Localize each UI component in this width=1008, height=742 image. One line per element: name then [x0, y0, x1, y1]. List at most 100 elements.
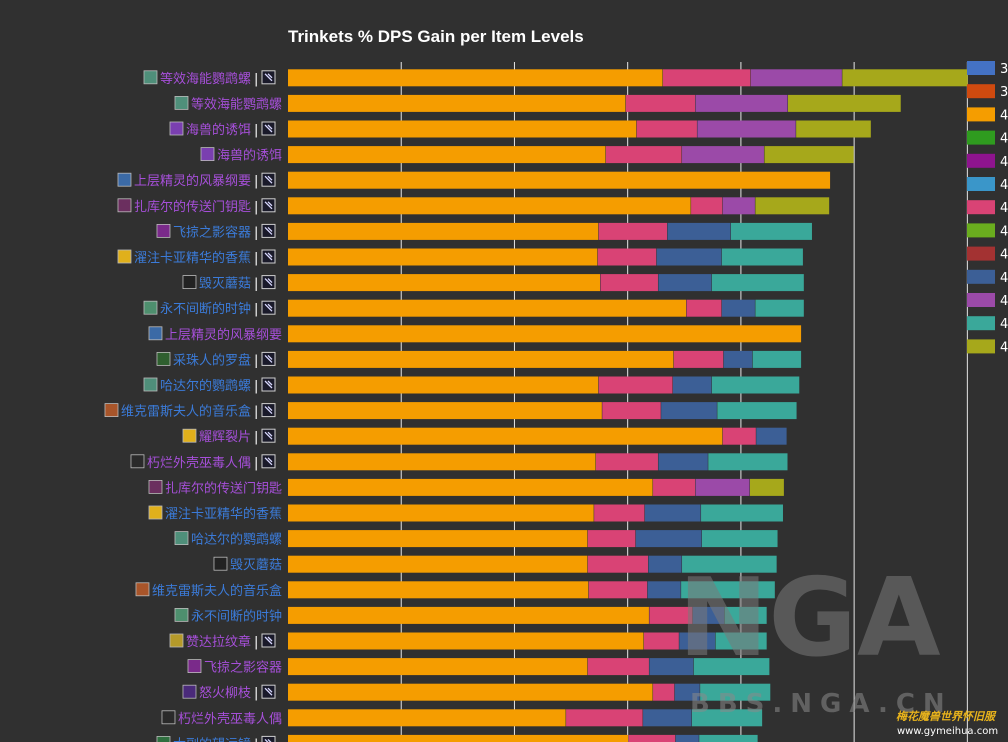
key-icon	[148, 479, 163, 494]
bar-segment	[288, 478, 653, 496]
bar-segment	[595, 453, 658, 471]
category-name: 飞掠之影容器	[204, 660, 282, 676]
banana-icon	[148, 505, 163, 520]
bar-segment	[636, 120, 697, 138]
bar-segment	[672, 376, 712, 394]
legend-swatch	[967, 61, 995, 75]
spec-icon-glyph	[264, 73, 273, 82]
category-name: 上层精灵的风暴纲要	[165, 327, 282, 343]
category-label: 飞掠之影容器	[187, 659, 282, 676]
bar-segment	[288, 376, 599, 394]
bar-segment	[695, 478, 750, 496]
spec-icon-glyph	[264, 431, 273, 440]
bar-segment	[649, 658, 694, 676]
bar-segment	[711, 274, 804, 292]
category-label: |采珠人的罗盘	[156, 351, 276, 368]
branch-icon	[182, 684, 197, 699]
category-name: 维克雷斯夫人的音乐盒	[121, 404, 251, 420]
category-name: 飞掠之影容器	[173, 224, 251, 240]
bar-segment	[288, 709, 566, 727]
legend-item: 4	[967, 293, 1008, 309]
category-label: 海兽的诱饵	[200, 147, 282, 164]
bar-segment	[653, 683, 675, 701]
category-name: 永不间断的时钟	[160, 301, 251, 317]
category-label: 扎库尔的传送门钥匙	[148, 479, 282, 496]
legend-item: 3	[967, 61, 1008, 77]
bar-segment	[594, 504, 645, 522]
bars	[288, 69, 968, 742]
category-label: 濯注卡亚精华的香蕉	[148, 505, 282, 522]
category-name: 毁灭蘑菇	[199, 277, 251, 292]
category-label: |毁灭蘑菇	[182, 275, 276, 292]
bar-segment	[288, 606, 649, 624]
legend-label: 4	[1000, 108, 1008, 123]
category-label: 朽烂外壳巫毒人偶	[161, 710, 282, 727]
legend-label: 4	[1000, 155, 1008, 170]
bar-segment	[667, 222, 731, 240]
doll-icon	[161, 710, 176, 725]
bar-segment	[288, 734, 629, 742]
bar-segment	[658, 274, 712, 292]
category-name: 海兽的诱饵	[186, 122, 251, 138]
category-label: |赞达拉纹章	[169, 633, 276, 650]
spec-icon-glyph	[264, 278, 273, 287]
bar-segment	[288, 350, 674, 368]
bar-segment	[288, 402, 602, 420]
bar-segment	[722, 427, 756, 445]
watermark-tagline: 梅花魔兽世界怀旧服	[896, 710, 997, 723]
bar-segment	[715, 632, 767, 650]
bar-segment	[681, 581, 775, 599]
bar-segment	[674, 683, 700, 701]
category-name: 维克雷斯夫人的音乐盒	[152, 583, 282, 599]
bar-segment	[708, 453, 788, 471]
nautilus-icon	[174, 96, 189, 110]
spec-icon-glyph	[264, 457, 273, 466]
category-label: |扎库尔的传送门钥匙	[117, 198, 276, 215]
category-labels: |等效海能鹦鹉螺等效海能鹦鹉螺|海兽的诱饵海兽的诱饵|上层精灵的风暴纲要|扎库尔…	[104, 70, 282, 742]
category-name: 扎库尔的传送门钥匙	[134, 199, 251, 215]
legend-item: 4	[967, 269, 1008, 286]
legend: 3 3 4 4 4 4 4 4 4 4 4 4 4	[967, 61, 1008, 355]
bar-segment	[722, 197, 755, 215]
bar-segment	[288, 248, 598, 266]
bait-icon	[200, 147, 215, 162]
vessel-icon	[187, 659, 202, 673]
legend-label: 4	[1000, 178, 1008, 193]
nautilus-icon	[143, 377, 158, 392]
category-name: 赞达拉纹章	[186, 634, 251, 650]
bar-segment	[647, 581, 681, 599]
label-separator: |	[254, 72, 258, 87]
insignia-icon	[169, 633, 184, 648]
bar-segment	[711, 376, 800, 394]
bar-segment	[692, 606, 725, 624]
category-name: 等效海能鹦鹉螺	[191, 96, 282, 112]
bar-segment	[643, 709, 692, 727]
shard-icon	[182, 428, 197, 443]
category-name: 濯注卡亚精华的香蕉	[134, 250, 251, 266]
category-label: |濯注卡亚精华的香蕉	[117, 249, 276, 266]
mushroom-icon	[182, 275, 197, 290]
watermark-url: www.gymeihua.com	[897, 726, 998, 737]
label-separator: |	[254, 430, 258, 445]
bar-segment	[288, 171, 831, 189]
bar-segment	[842, 69, 968, 87]
bar-segment	[675, 734, 699, 742]
category-name: 永不间断的时钟	[191, 608, 282, 624]
category-label: |耀辉裂片	[182, 428, 276, 445]
bar-segment	[755, 299, 804, 317]
category-label: |朽烂外壳巫毒人偶	[130, 454, 276, 471]
bar-segment	[656, 248, 722, 266]
bar-segment	[588, 581, 648, 599]
watermark-logo: NGA	[678, 556, 941, 681]
bar-segment	[288, 453, 596, 471]
bar-segment	[693, 658, 770, 676]
bar-segment	[288, 222, 599, 240]
legend-swatch	[967, 84, 995, 99]
bar-segment	[288, 197, 691, 215]
bar-segment	[679, 632, 716, 650]
spec-icon-glyph	[264, 406, 273, 415]
bar-segment	[600, 274, 658, 292]
category-name: 怒火柳枝	[199, 686, 251, 701]
label-separator: |	[254, 302, 258, 317]
category-name: 朽烂外壳巫毒人偶	[178, 712, 282, 727]
